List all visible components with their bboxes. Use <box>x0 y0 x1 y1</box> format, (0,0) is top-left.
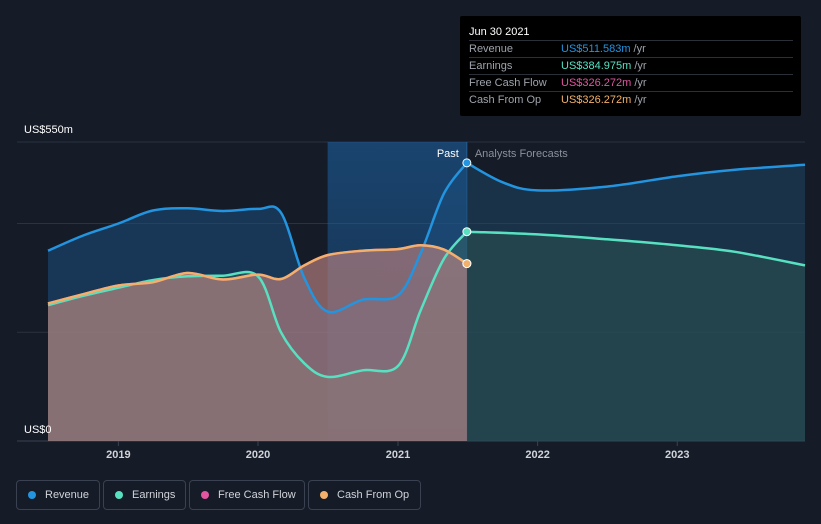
earnings-marker <box>462 227 472 237</box>
x-tick-label: 2023 <box>665 449 689 461</box>
cash-from-op-dot-icon <box>320 491 328 499</box>
tooltip-value: US$511.583m/yr <box>561 43 646 55</box>
cash-from-op-line <box>47 244 468 305</box>
series-markers <box>462 158 472 269</box>
tooltip-row-cash-from-op: Cash From Op US$326.272m/yr <box>469 91 793 108</box>
tooltip-label: Revenue <box>469 43 514 55</box>
legend-item-free-cash-flow[interactable]: Free Cash Flow <box>189 480 305 510</box>
free-cash-flow-dot-icon <box>201 491 209 499</box>
tooltip-row-earnings: Earnings US$384.975m/yr <box>469 57 793 74</box>
x-tick-label: 2020 <box>246 449 270 461</box>
past-label: Past <box>437 148 459 160</box>
series-areas <box>48 162 805 441</box>
free-cash-flow-area <box>48 245 467 441</box>
tooltip-label: Earnings <box>469 60 513 72</box>
tooltip-row-revenue: Revenue US$511.583m/yr <box>469 40 793 57</box>
earnings-forecast-line <box>466 230 806 267</box>
tooltip: Jun 30 2021 Revenue US$511.583m/yr Earni… <box>460 16 801 116</box>
revenue-dot-icon <box>28 491 36 499</box>
tooltip-label: Free Cash Flow <box>469 77 547 89</box>
cash-from-op-marker <box>462 259 472 269</box>
tooltip-value: US$384.975m/yr <box>561 60 647 72</box>
y-axis-bottom-label: US$0 <box>24 424 52 436</box>
x-tick-label: 2019 <box>106 449 130 461</box>
x-tick-label: 2021 <box>386 449 410 461</box>
revenue-line <box>47 162 468 314</box>
earnings-forecast-area <box>466 231 805 441</box>
series-lines <box>47 161 806 379</box>
earnings-area <box>48 231 467 441</box>
legend-item-cash-from-op[interactable]: Cash From Op <box>308 480 421 510</box>
tooltip-label: Cash From Op <box>469 94 542 106</box>
legend-item-earnings[interactable]: Earnings <box>103 480 186 510</box>
earnings-dot-icon <box>115 491 123 499</box>
legend-label: Free Cash Flow <box>218 489 296 501</box>
tooltip-row-free-cash-flow: Free Cash Flow US$326.272m/yr <box>469 74 793 91</box>
tooltip-date: Jun 30 2021 <box>469 26 530 38</box>
legend-label: Revenue <box>45 489 90 501</box>
revenue-marker <box>462 158 472 168</box>
cash-from-op-area <box>48 245 467 441</box>
legend-label: Cash From Op <box>337 489 410 501</box>
revenue-forecast-line <box>466 161 806 192</box>
x-axis: 2019 2020 2021 2022 2023 <box>106 441 689 461</box>
y-axis-top-label: US$550m <box>24 124 73 136</box>
legend-label: Earnings <box>132 489 176 501</box>
x-tick-label: 2022 <box>525 449 549 461</box>
forecast-label: Analysts Forecasts <box>475 148 568 160</box>
tooltip-value: US$326.272m/yr <box>561 94 647 106</box>
tooltip-value: US$326.272m/yr <box>561 77 647 89</box>
legend-item-revenue[interactable]: Revenue <box>16 480 100 510</box>
